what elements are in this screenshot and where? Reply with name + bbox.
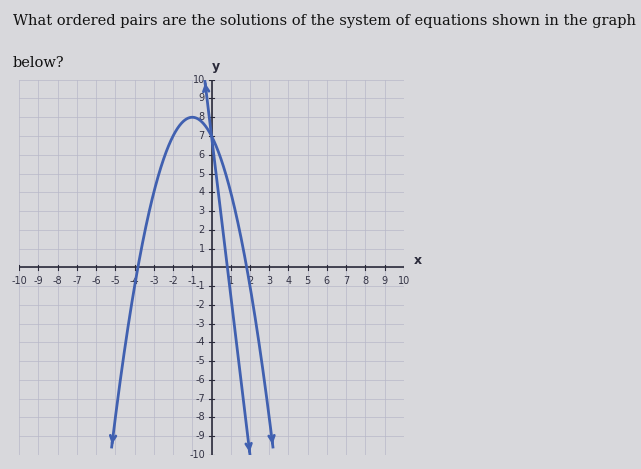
Text: 7: 7 — [343, 276, 349, 286]
Text: -3: -3 — [149, 276, 159, 286]
Text: What ordered pairs are the solutions of the system of equations shown in the gra: What ordered pairs are the solutions of … — [13, 14, 636, 28]
Text: -10: -10 — [12, 276, 27, 286]
Text: 6: 6 — [324, 276, 330, 286]
Text: 1: 1 — [228, 276, 234, 286]
Text: 10: 10 — [192, 75, 204, 85]
Text: -2: -2 — [168, 276, 178, 286]
Text: 10: 10 — [397, 276, 410, 286]
Text: 8: 8 — [362, 276, 369, 286]
Text: -1: -1 — [195, 281, 204, 291]
Text: 9: 9 — [381, 276, 388, 286]
Text: below?: below? — [13, 56, 65, 70]
Text: -6: -6 — [195, 375, 204, 385]
Text: 8: 8 — [199, 112, 204, 122]
Text: 4: 4 — [199, 187, 204, 197]
Text: 3: 3 — [199, 206, 204, 216]
Text: -10: -10 — [189, 450, 204, 460]
Text: -8: -8 — [195, 412, 204, 423]
Text: -3: -3 — [195, 318, 204, 329]
Text: 2: 2 — [199, 225, 204, 235]
Text: 9: 9 — [199, 93, 204, 104]
Text: -9: -9 — [195, 431, 204, 441]
Text: -8: -8 — [53, 276, 63, 286]
Text: -6: -6 — [91, 276, 101, 286]
Text: -1: -1 — [187, 276, 197, 286]
Text: -7: -7 — [72, 276, 82, 286]
Text: 3: 3 — [266, 276, 272, 286]
Text: 6: 6 — [199, 150, 204, 160]
Text: y: y — [212, 61, 221, 73]
Text: 7: 7 — [199, 131, 204, 141]
Text: -7: -7 — [195, 393, 204, 404]
Text: -2: -2 — [195, 300, 204, 310]
Text: 5: 5 — [199, 168, 204, 179]
Text: 2: 2 — [247, 276, 253, 286]
Text: -4: -4 — [129, 276, 140, 286]
Text: 1: 1 — [199, 243, 204, 254]
Text: 5: 5 — [304, 276, 311, 286]
Text: x: x — [413, 254, 422, 267]
Text: 4: 4 — [285, 276, 292, 286]
Text: -9: -9 — [33, 276, 44, 286]
Text: -5: -5 — [195, 356, 204, 366]
Text: -5: -5 — [110, 276, 121, 286]
Text: -4: -4 — [195, 337, 204, 348]
